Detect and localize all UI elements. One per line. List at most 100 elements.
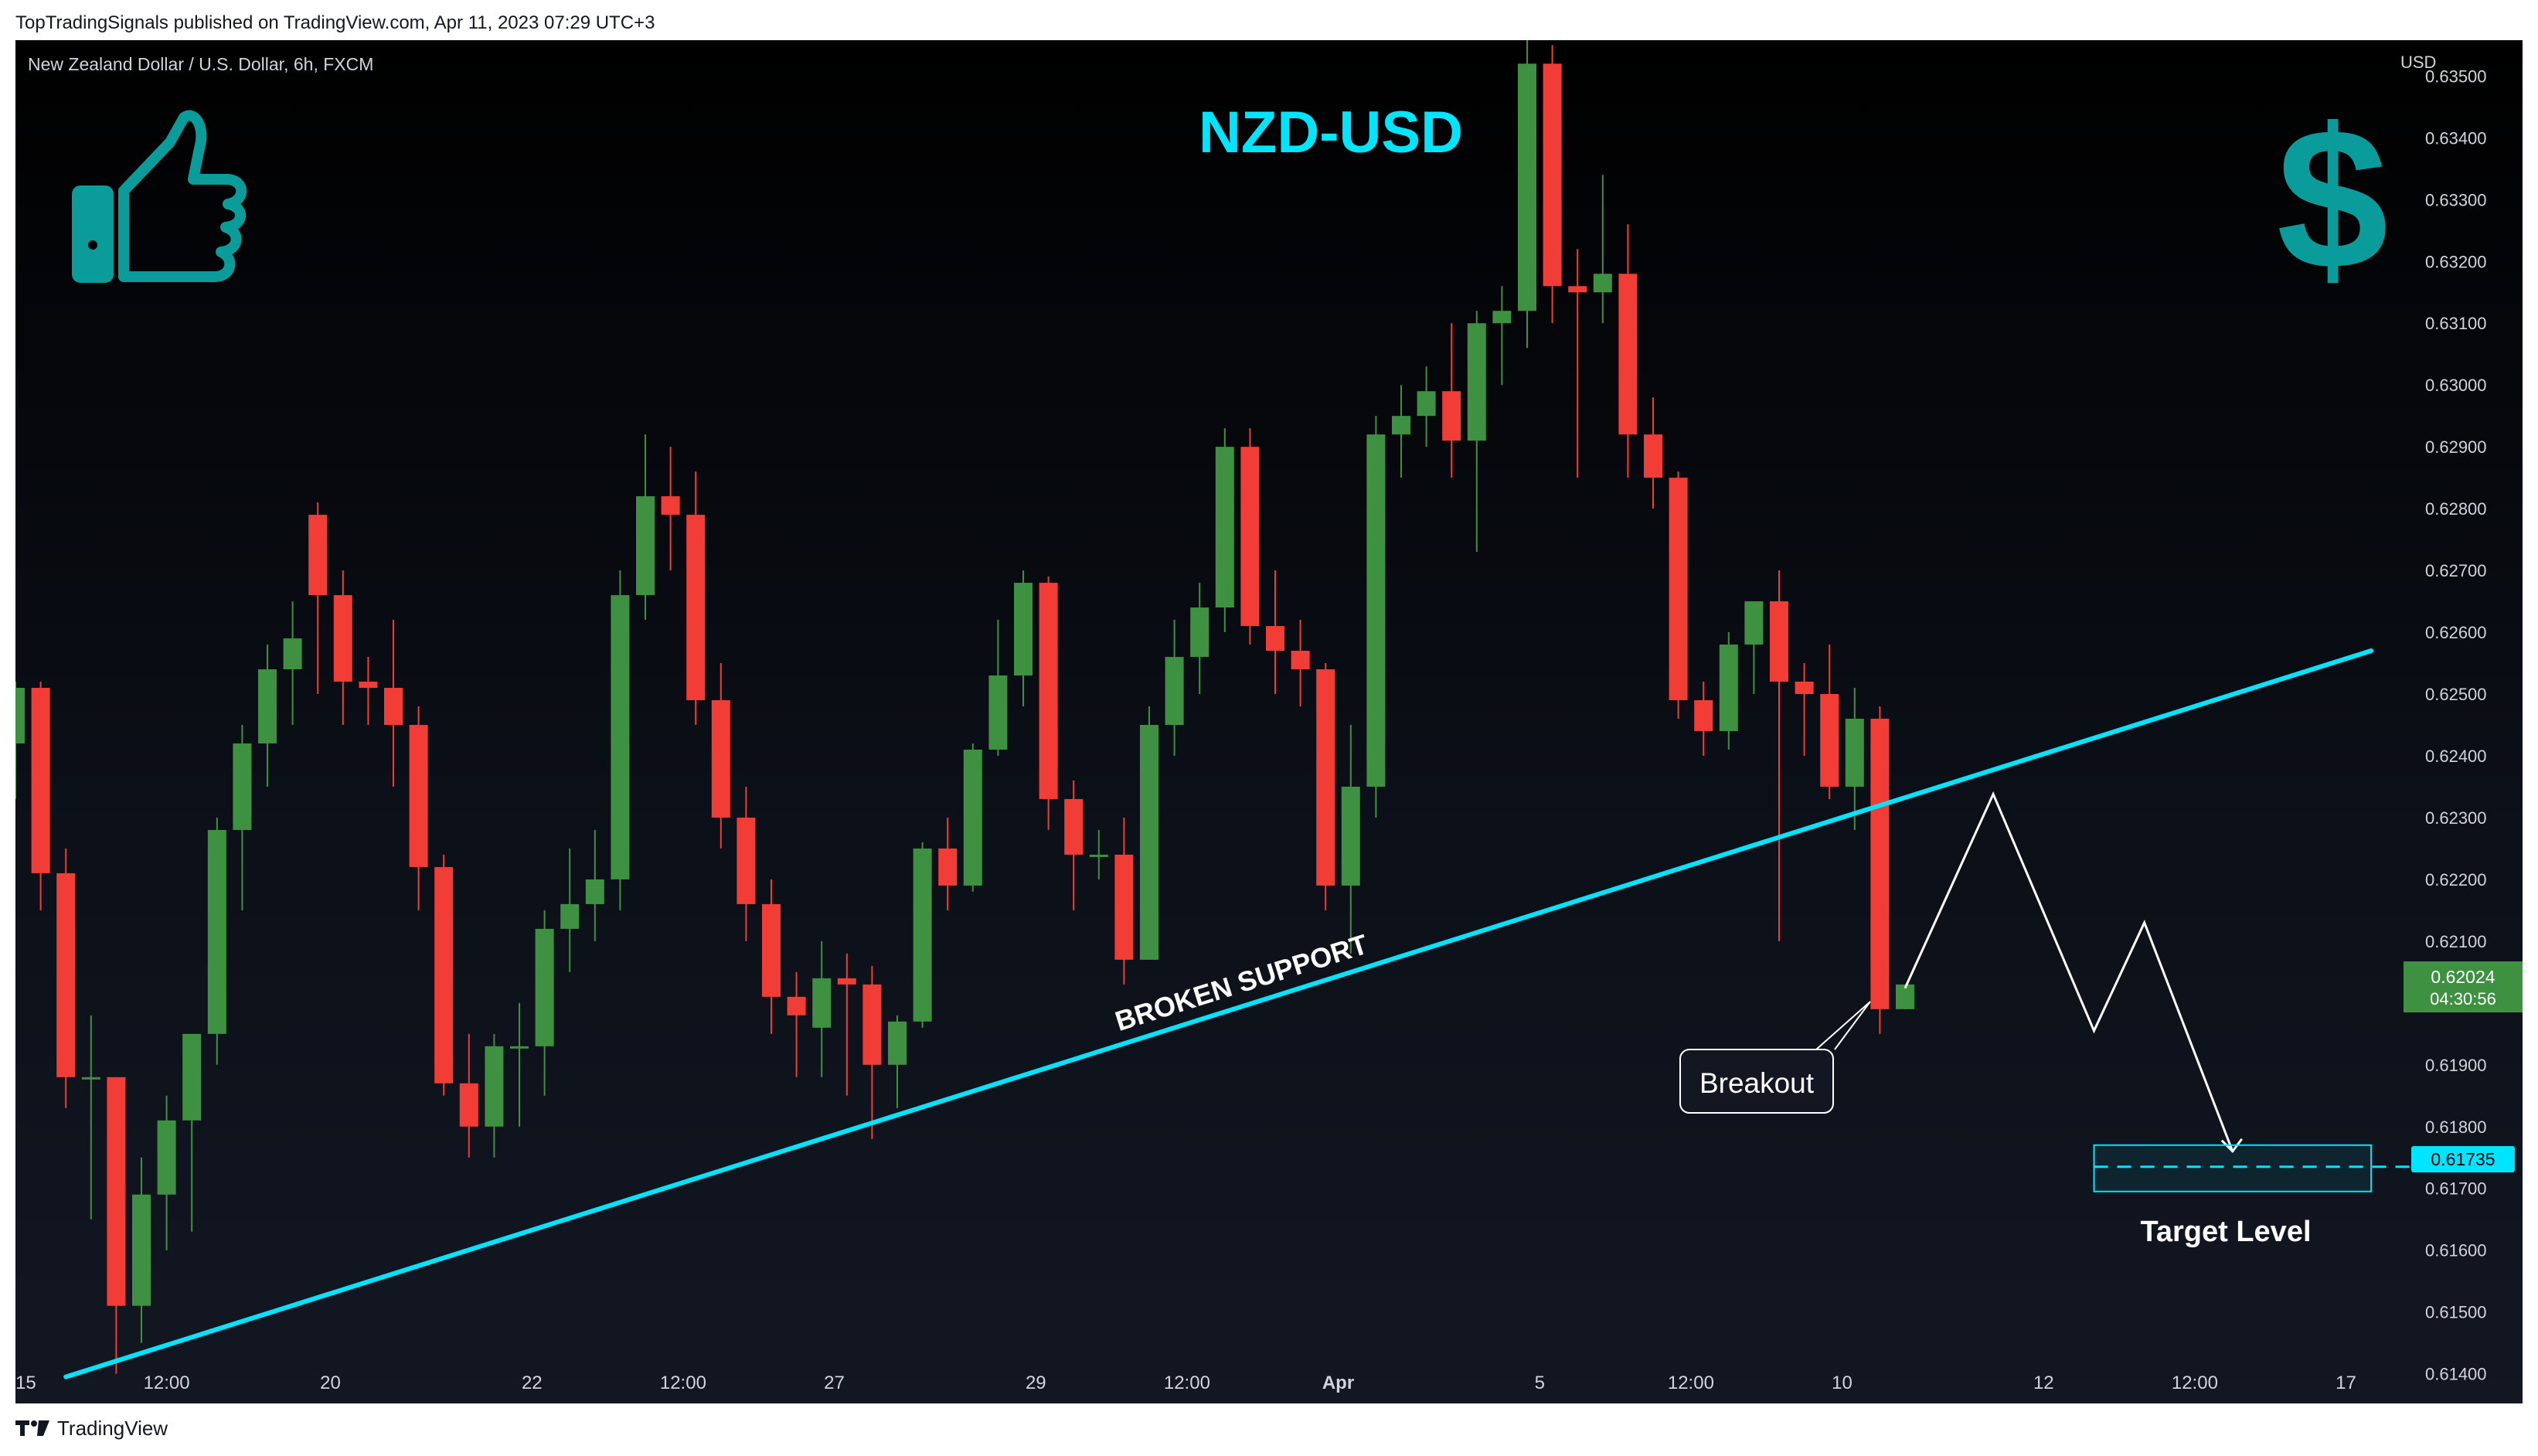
bar-countdown: 04:30:56	[2430, 989, 2496, 1009]
x-tick-label: 10	[1832, 1373, 1852, 1393]
candle	[1366, 416, 1386, 818]
candle	[888, 1015, 907, 1108]
candle	[636, 434, 655, 621]
y-tick-label: 0.62800	[2425, 499, 2487, 519]
publish-info: TopTradingSignals published on TradingVi…	[15, 12, 655, 33]
x-tick-label: 12	[2033, 1373, 2054, 1393]
candle-body	[1114, 854, 1134, 960]
candle-body	[1417, 391, 1436, 417]
y-tick-label: 0.61700	[2425, 1179, 2487, 1199]
candle-body	[15, 688, 25, 743]
axis-currency-label: USD	[2400, 53, 2436, 72]
y-tick-label: 0.62100	[2425, 932, 2487, 951]
candle-body	[888, 1021, 907, 1065]
candle-body	[585, 879, 604, 904]
candle	[762, 879, 781, 1034]
candle	[1442, 323, 1461, 478]
time-axis[interactable]: 15 12:00 20 22 12:00 27 29 12:00 Apr 5 12:00 10 12 12…	[15, 1373, 2356, 1393]
candle	[1316, 663, 1335, 910]
y-tick-label: 0.61900	[2425, 1056, 2487, 1075]
tradingview-logo-icon	[15, 1420, 49, 1436]
candle	[1618, 224, 1638, 478]
candle-body	[1694, 700, 1713, 731]
target-level-label: Target Level	[2140, 1216, 2311, 1248]
candle-body	[1669, 478, 1688, 701]
candle-body	[283, 638, 302, 670]
candle-body	[157, 1120, 176, 1195]
candle	[1165, 620, 1184, 756]
candle-body	[535, 928, 554, 1046]
candle	[459, 1033, 478, 1158]
candle	[1870, 706, 1890, 1034]
candle-body	[1467, 323, 1486, 441]
footer-brand[interactable]: TradingView	[15, 1413, 168, 1444]
last-price: 0.62024	[2431, 967, 2495, 987]
candle-body	[711, 700, 730, 818]
candle-body	[787, 996, 806, 1015]
candle-body	[1064, 798, 1084, 855]
candle-body	[333, 595, 352, 682]
candle	[737, 786, 756, 941]
candle	[1039, 577, 1058, 830]
candle-body	[686, 515, 706, 701]
candle-body	[1140, 724, 1158, 960]
candle-body	[56, 873, 76, 1077]
candle-body	[1039, 583, 1058, 799]
candle	[1770, 570, 1788, 941]
candle	[107, 1077, 126, 1374]
candle-body	[1392, 416, 1410, 435]
candle-body	[1543, 63, 1562, 287]
candle-body	[1744, 601, 1764, 645]
candle	[1064, 780, 1084, 910]
candle-body	[132, 1194, 151, 1306]
projection-path	[1904, 791, 2234, 1152]
footer-brand-label: TradingView	[57, 1417, 168, 1440]
candle-body	[1492, 311, 1512, 324]
candles	[15, 40, 1914, 1374]
x-tick-label: 12:00	[144, 1373, 190, 1393]
breakout-callout: Breakout	[1679, 1001, 1871, 1114]
candle	[81, 1015, 100, 1220]
candle	[384, 620, 403, 787]
candle-body	[510, 1046, 529, 1049]
projection-arrowhead	[2220, 1138, 2243, 1154]
candle	[988, 620, 1008, 756]
candle-body	[1719, 645, 1738, 731]
candle	[1593, 175, 1612, 324]
candle-body	[182, 1033, 202, 1121]
candle	[1291, 620, 1310, 707]
candle-body	[1896, 984, 1914, 1009]
candle	[711, 663, 730, 849]
candle	[31, 682, 50, 910]
candle	[812, 941, 832, 1077]
candle-body	[1845, 719, 1864, 787]
chart-pane[interactable]: New Zealand Dollar / U.S. Dollar, 6h, FX…	[15, 40, 2523, 1403]
target-price: 0.61735	[2431, 1149, 2495, 1169]
candle-body	[1568, 286, 1587, 293]
y-tick-label: 0.61600	[2425, 1241, 2487, 1260]
candle	[661, 447, 680, 571]
breakout-label: Breakout	[1699, 1067, 1815, 1099]
x-tick-label: 12:00	[660, 1373, 706, 1393]
candle-body	[812, 978, 832, 1028]
symbol-label[interactable]: New Zealand Dollar / U.S. Dollar, 6h, FX…	[28, 54, 373, 74]
candlestick-chart[interactable]: New Zealand Dollar / U.S. Dollar, 6h, FX…	[15, 40, 2523, 1403]
x-tick-label: 20	[320, 1373, 341, 1393]
candle	[1215, 428, 1234, 633]
y-tick-label: 0.63000	[2425, 376, 2487, 395]
candle-body	[636, 496, 655, 596]
candle	[1492, 286, 1512, 386]
x-tick-label: Apr	[1322, 1373, 1354, 1393]
y-tick-label: 0.62500	[2425, 685, 2487, 704]
candle	[1190, 583, 1209, 695]
candle-body	[107, 1077, 126, 1306]
candle	[409, 706, 428, 910]
candle-body	[913, 848, 932, 1022]
candle-body	[1644, 434, 1662, 478]
x-tick-label: 22	[522, 1373, 543, 1393]
candle	[535, 910, 554, 1096]
candle-body	[459, 1083, 478, 1127]
candle	[1795, 663, 1814, 756]
candle-body	[1618, 274, 1638, 435]
price-axis[interactable]: 0.61400 0.61500 0.61600 0.61700 0.61800 0.619…	[2425, 66, 2487, 1383]
